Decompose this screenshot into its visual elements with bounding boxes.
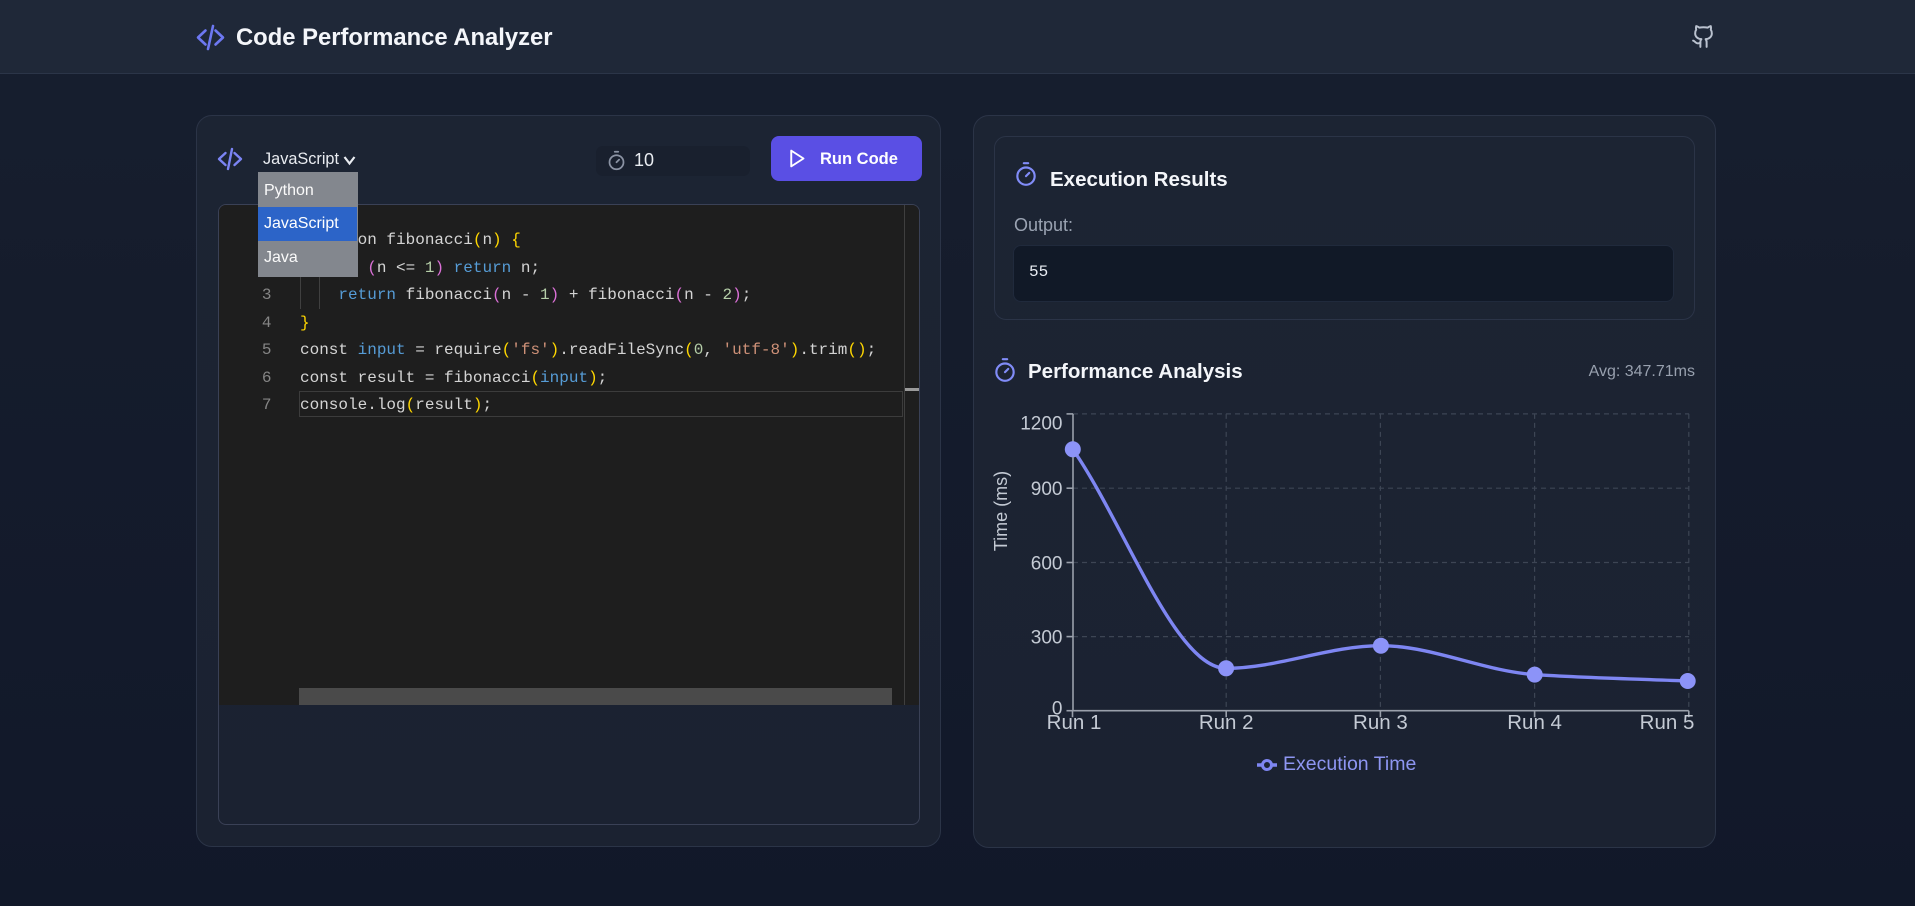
svg-text:Run 5: Run 5	[1640, 711, 1695, 734]
svg-text:Time (ms): Time (ms)	[991, 471, 1011, 551]
svg-text:Run 4: Run 4	[1507, 711, 1562, 734]
svg-text:600: 600	[1031, 553, 1063, 574]
svg-text:900: 900	[1031, 479, 1063, 500]
svg-text:Execution Time: Execution Time	[1283, 753, 1416, 775]
svg-text:Run 1: Run 1	[1047, 711, 1102, 734]
svg-text:0: 0	[1052, 698, 1063, 719]
svg-text:1200: 1200	[1020, 414, 1062, 435]
svg-text:Run 2: Run 2	[1199, 711, 1254, 734]
svg-text:300: 300	[1031, 628, 1063, 649]
svg-text:Run 3: Run 3	[1353, 711, 1408, 734]
